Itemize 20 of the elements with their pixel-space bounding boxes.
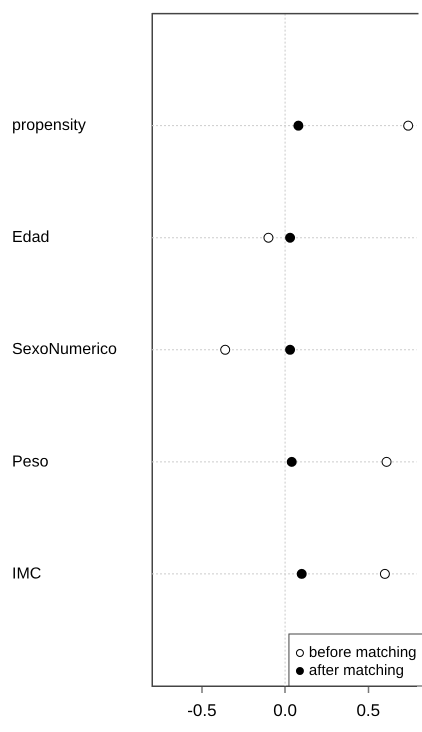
point xyxy=(220,344,230,355)
y-tick-label: SexoNumerico xyxy=(12,341,118,358)
x-tick-label: -0.5 xyxy=(187,700,217,720)
point xyxy=(293,120,304,131)
x-tick-label: 0.5 xyxy=(356,700,380,720)
point xyxy=(285,344,296,355)
x-tick-label: 0.0 xyxy=(273,700,297,720)
point xyxy=(286,456,297,467)
point xyxy=(380,568,390,579)
y-tick-label: propensity xyxy=(12,117,86,134)
point xyxy=(382,456,392,467)
point xyxy=(296,568,307,579)
legend-label: after matching xyxy=(308,662,404,680)
point xyxy=(285,232,296,243)
y-tick-label: Edad xyxy=(12,229,50,246)
point xyxy=(263,232,274,243)
y-tick-label: Peso xyxy=(12,453,49,470)
legend-label: before matching xyxy=(308,644,417,662)
point xyxy=(403,120,414,131)
y-tick-label: IMC xyxy=(12,565,42,582)
